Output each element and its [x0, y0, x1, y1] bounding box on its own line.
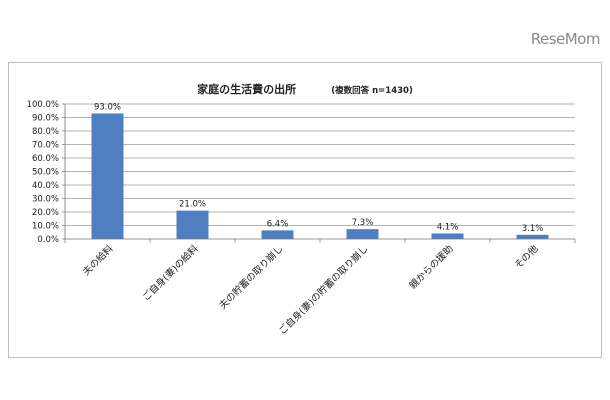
bar: [431, 233, 464, 239]
chart-title: 家庭の生活費の出所: [197, 83, 297, 96]
y-axis-ticks: 0.0% 10.0% 20.0% 30.0% 40.0% 50.0% 60.0% 70.0% 8…: [27, 100, 65, 245]
data-label: 4.1%: [437, 222, 459, 232]
bar: [346, 229, 379, 239]
x-tick-label: 夫の貯蓄の取り崩し: [217, 243, 286, 312]
chart-subtitle: (複数回答 n=1430): [331, 86, 413, 96]
data-label: 7.3%: [352, 218, 374, 228]
y-tick-label: 50.0%: [32, 168, 59, 178]
y-tick-label: 40.0%: [32, 181, 59, 191]
y-tick-label: 10.0%: [32, 222, 59, 232]
gridlines: [65, 103, 575, 226]
bar: [261, 230, 294, 239]
x-tick-label: 親からの援助: [407, 243, 456, 292]
data-label: 21.0%: [179, 200, 206, 210]
x-tick-label: ご自身(妻)の貯蓄の取り崩し: [276, 243, 370, 337]
x-tick-label: 夫の給料: [80, 242, 116, 278]
y-tick-label: 20.0%: [32, 208, 59, 218]
y-tick-label: 30.0%: [32, 195, 59, 205]
data-labels: 93.0% 21.0% 6.4% 7.3% 4.1% 3.1%: [94, 102, 543, 233]
y-tick-label: 80.0%: [32, 127, 59, 137]
axes: [64, 104, 576, 243]
x-tick-label: ご自身(妻)の給料: [140, 242, 201, 303]
chart-title-row: 家庭の生活費の出所 (複数回答 n=1430): [0, 78, 610, 97]
y-tick-label: 60.0%: [32, 154, 59, 164]
y-tick-label: 0.0%: [37, 235, 59, 245]
data-label: 3.1%: [522, 224, 544, 234]
x-tick-label: その他: [512, 242, 541, 271]
data-label: 6.4%: [267, 219, 289, 229]
bar: [176, 210, 209, 239]
bar: [91, 113, 124, 239]
data-label: 93.0%: [94, 102, 121, 112]
y-tick-label: 100.0%: [27, 100, 59, 110]
watermark: ReseMom: [530, 30, 601, 48]
y-tick-label: 90.0%: [32, 114, 59, 124]
bars: [91, 113, 549, 239]
bar: [516, 234, 549, 239]
y-tick-label: 70.0%: [32, 141, 59, 151]
